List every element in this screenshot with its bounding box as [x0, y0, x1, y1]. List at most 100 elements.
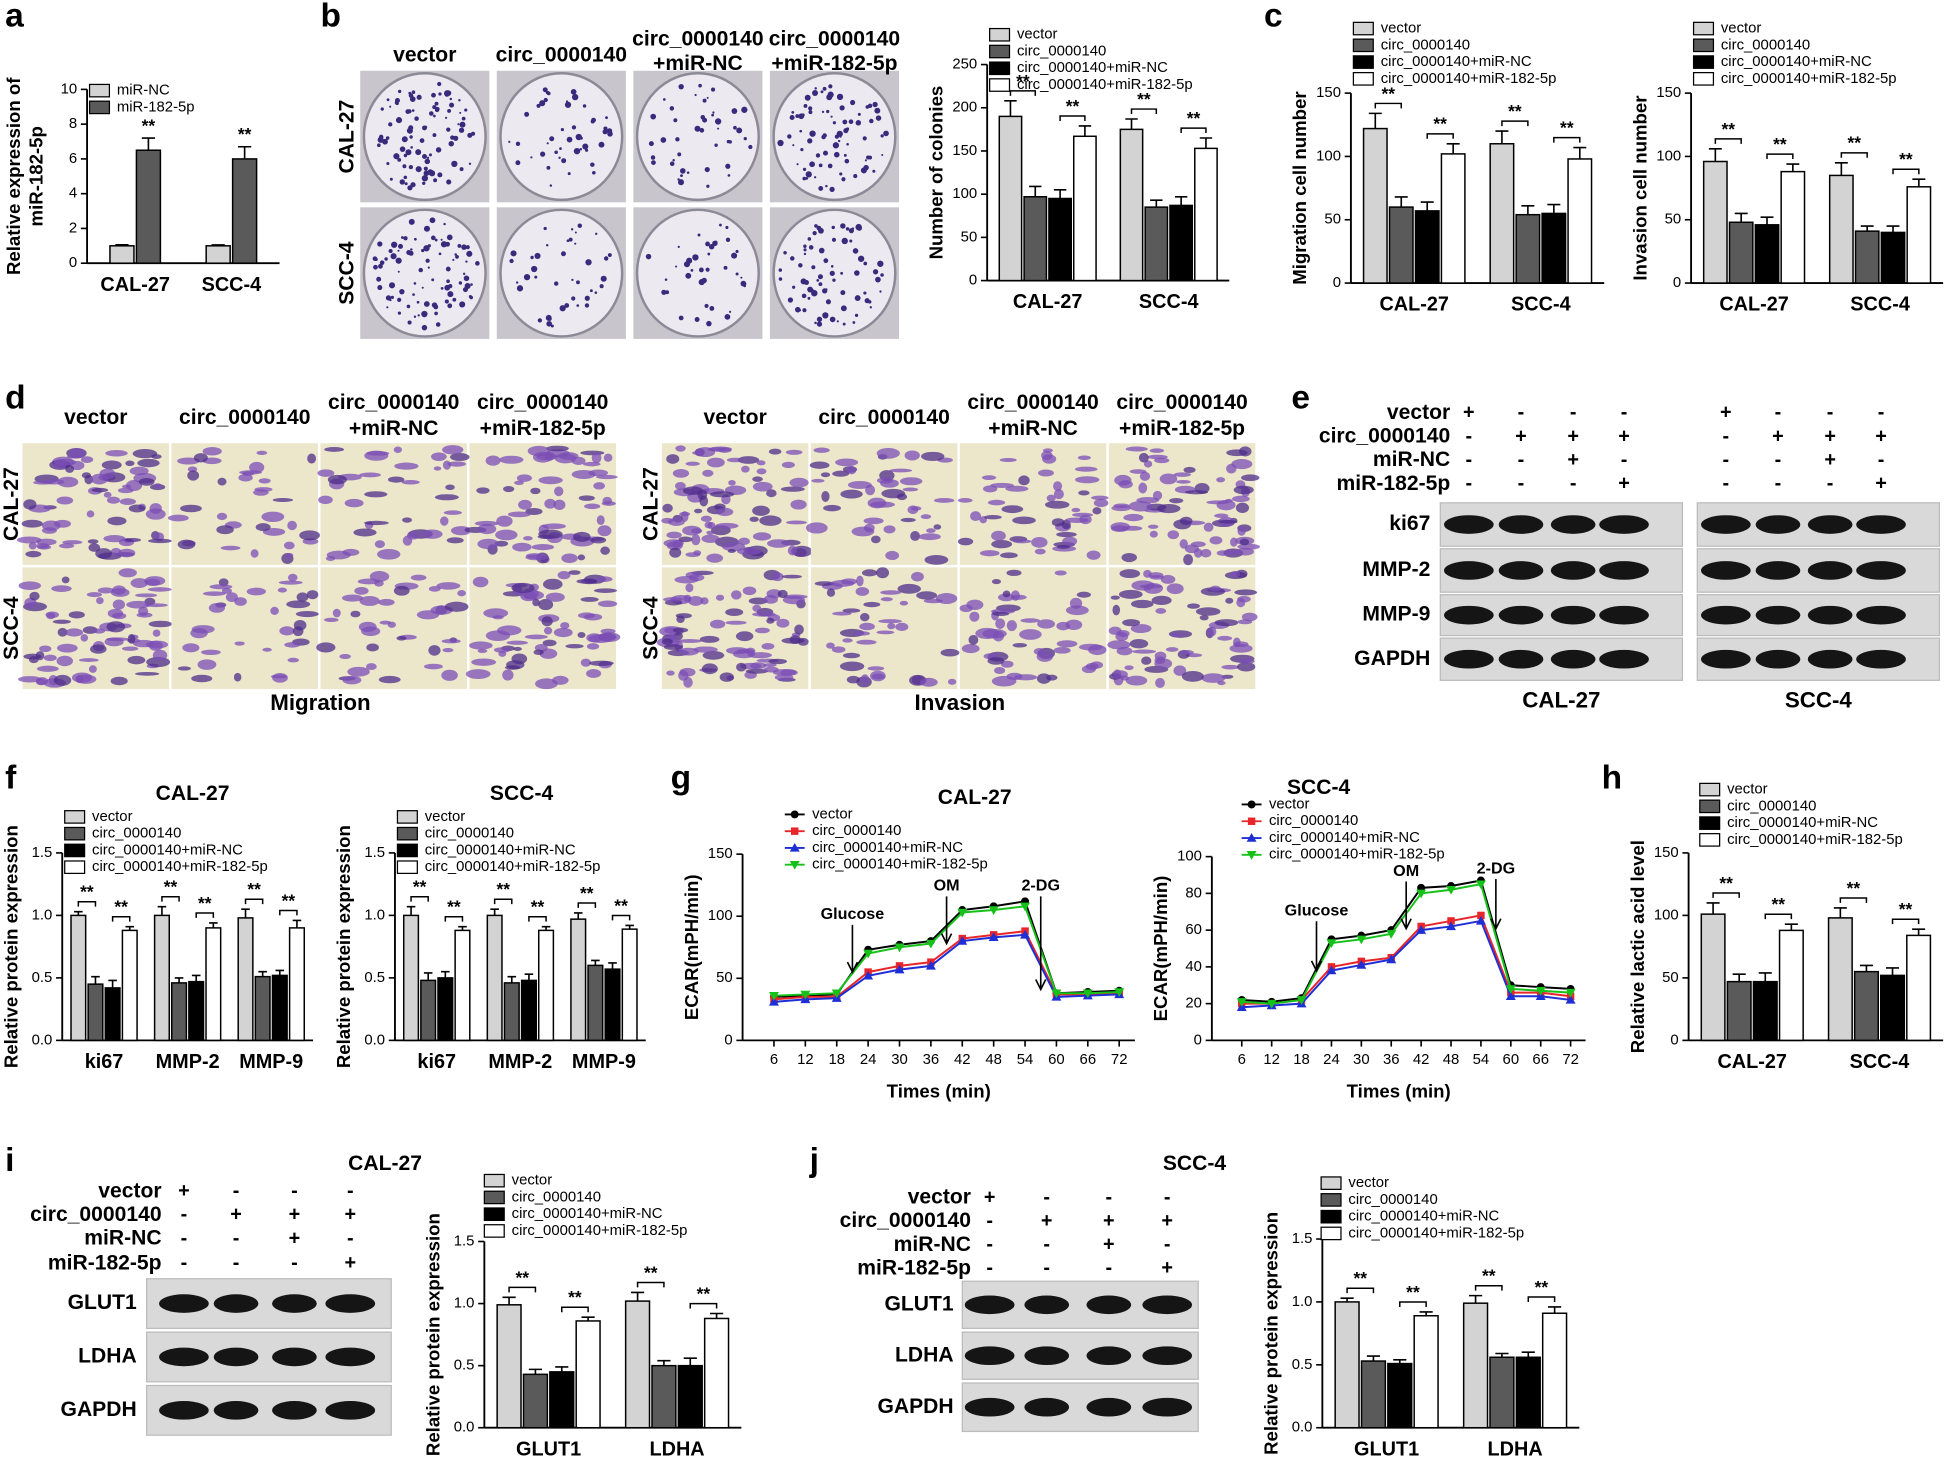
colony [817, 274, 823, 280]
x-tick-label: 6 [1238, 1052, 1246, 1068]
data-point [1326, 965, 1337, 975]
stained-cell [1155, 677, 1165, 688]
x-tick-label: GLUT1 [516, 1438, 581, 1460]
colony [558, 156, 561, 159]
x-tick-label: 48 [985, 1052, 1002, 1068]
bar [402, 914, 420, 1042]
colony [677, 179, 685, 186]
colony [395, 101, 399, 106]
bar [1879, 974, 1906, 1042]
stained-cell [1012, 643, 1027, 648]
blot-band [272, 1347, 317, 1367]
stained-cell [709, 619, 726, 629]
stained-cell [863, 601, 881, 608]
colony [399, 179, 406, 185]
stained-cell [132, 449, 158, 459]
data-point [1477, 911, 1485, 920]
colony [584, 303, 590, 308]
legend-label: circ_0000140+miR-182-5p [1017, 77, 1193, 93]
colony [787, 134, 792, 139]
stained-cell [18, 581, 42, 591]
annotation: 2-DG [1021, 877, 1060, 895]
panel-letter: e [1291, 380, 1310, 417]
condition-mark: - [181, 1204, 188, 1226]
colony [391, 241, 398, 248]
stained-cell [662, 503, 673, 513]
stained-cell [477, 523, 497, 535]
stained-cell [919, 677, 938, 687]
stained-cell [1092, 507, 1102, 515]
blot-band [1807, 649, 1853, 669]
stained-cell [332, 608, 341, 618]
stained-cell [546, 445, 569, 452]
stained-cell [853, 631, 871, 636]
bar [188, 980, 205, 1042]
error-bar [507, 975, 517, 983]
stained-cell [830, 579, 855, 587]
colony [707, 252, 711, 256]
dish [499, 72, 624, 202]
stained-cell [483, 608, 509, 619]
bar [621, 928, 638, 1042]
colony [830, 265, 834, 268]
legend-swatch [989, 78, 1011, 92]
colony [694, 317, 700, 322]
stained-cell [885, 550, 900, 561]
colony [863, 291, 867, 295]
stained-cell [25, 550, 42, 558]
stained-cell [144, 603, 168, 608]
colony [431, 92, 436, 98]
condition-mark: - [291, 1252, 298, 1274]
stained-cell [577, 554, 586, 561]
colony [849, 239, 853, 243]
colony [690, 268, 694, 272]
stained-cell [736, 662, 747, 672]
significance: ** [114, 897, 128, 917]
stained-cell [296, 592, 309, 602]
colony [803, 104, 808, 108]
stained-cell [553, 499, 566, 511]
data-point [831, 989, 842, 999]
error-bar [258, 970, 267, 977]
legend-swatch [483, 1207, 505, 1222]
colony [388, 282, 396, 289]
stained-cell [752, 476, 763, 482]
y-tick-label: 1.5 [364, 845, 385, 861]
stained-cell [65, 628, 84, 637]
stained-cell [138, 606, 149, 616]
stained-cell [1112, 604, 1121, 616]
stained-cell [831, 646, 846, 653]
bar [87, 983, 104, 1042]
stained-cell [442, 647, 454, 653]
colony [443, 222, 446, 226]
legend-label: circ_0000140 [1017, 43, 1106, 59]
stained-cell [201, 649, 221, 655]
legend-label: circ_0000140 [1348, 1192, 1437, 1208]
stained-cell [910, 506, 922, 511]
bar [1489, 143, 1515, 284]
significance-bracket [1399, 1301, 1427, 1308]
colony [868, 155, 873, 160]
stained-cell [1071, 507, 1081, 513]
stained-cell [1183, 554, 1194, 566]
stained-cell [318, 495, 333, 505]
colony [842, 119, 848, 125]
colony [536, 103, 541, 108]
legend-label: circ_0000140+miR-NC [1721, 54, 1872, 70]
legend-label: circ_0000140+miR-182-5p [1727, 832, 1903, 848]
stained-cell [961, 643, 980, 654]
stained-cell [992, 611, 1010, 616]
bar [549, 1371, 575, 1429]
data-point [1266, 999, 1277, 1009]
colony [867, 103, 873, 109]
colony [380, 107, 384, 111]
colony [559, 147, 562, 150]
y-tick-label: 10 [61, 81, 78, 97]
colony [545, 314, 552, 321]
stained-cell [554, 486, 564, 497]
stained-cell [428, 645, 441, 656]
colony [386, 306, 389, 309]
condition-mark: + [1824, 449, 1836, 471]
colony [419, 138, 425, 143]
colony [411, 90, 416, 94]
